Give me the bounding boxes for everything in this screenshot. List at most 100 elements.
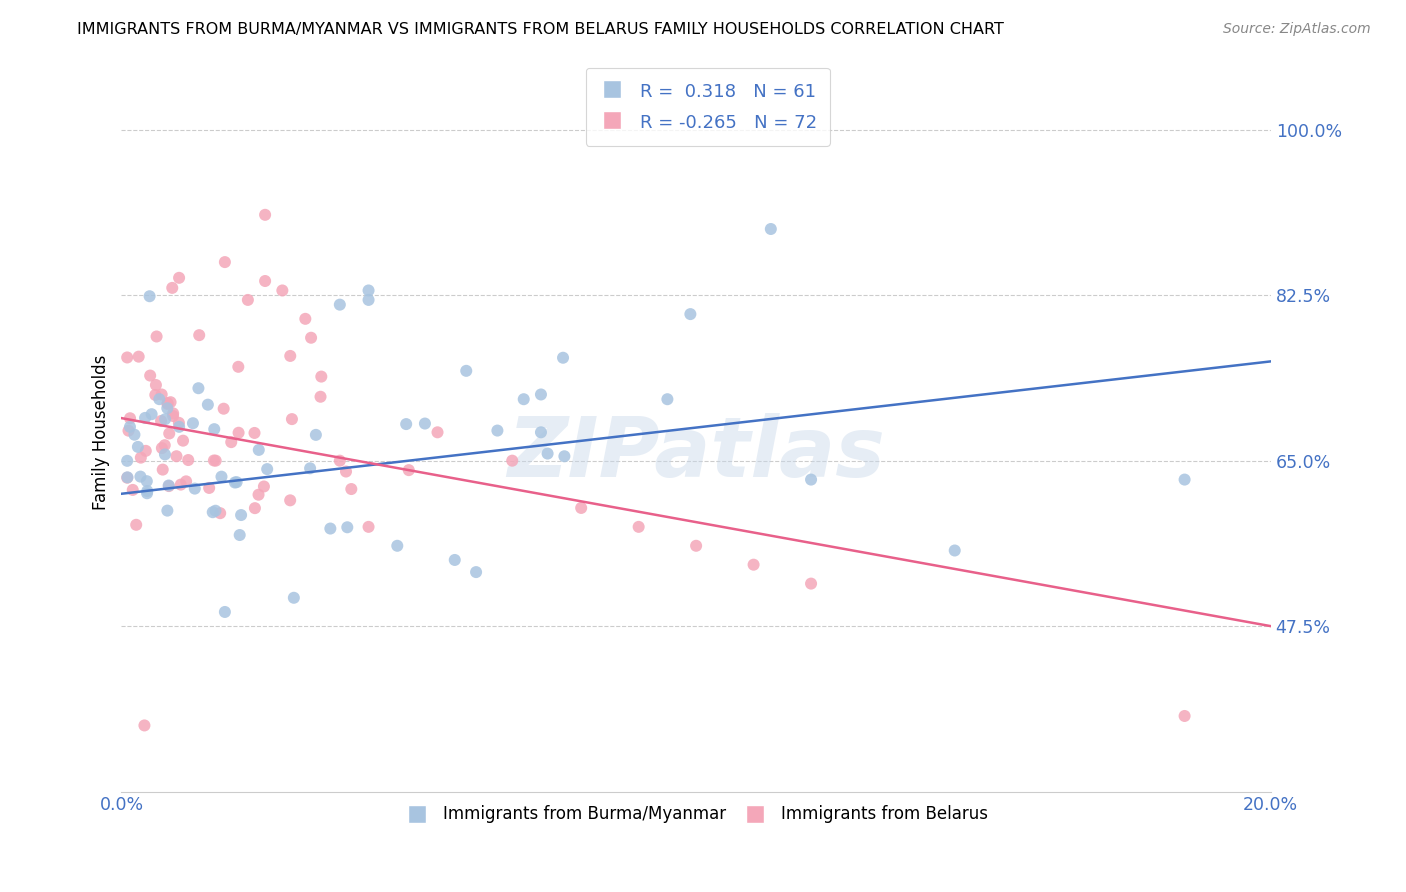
Point — [256, 462, 278, 476]
Point — [800, 473, 823, 487]
Point — [243, 425, 266, 440]
Text: IMMIGRANTS FROM BURMA/MYANMAR VS IMMIGRANTS FROM BELARUS FAMILY HOUSEHOLDS CORRE: IMMIGRANTS FROM BURMA/MYANMAR VS IMMIGRA… — [77, 22, 1004, 37]
Point — [329, 453, 352, 467]
Point — [152, 462, 174, 476]
Point — [319, 522, 342, 536]
Point — [443, 553, 465, 567]
Point — [153, 412, 176, 426]
Point — [336, 520, 359, 534]
Point — [395, 417, 418, 431]
Point — [138, 289, 160, 303]
Point — [157, 426, 180, 441]
Point — [115, 454, 138, 468]
Point — [184, 482, 207, 496]
Point — [177, 453, 200, 467]
Point — [153, 447, 176, 461]
Point — [211, 469, 233, 483]
Point — [162, 409, 184, 423]
Point — [271, 284, 294, 298]
Point — [254, 208, 277, 222]
Point — [181, 416, 204, 430]
Point — [139, 368, 162, 383]
Point — [214, 605, 236, 619]
Point — [627, 520, 650, 534]
Point — [228, 425, 250, 440]
Point — [174, 475, 197, 489]
Point — [166, 449, 188, 463]
Point — [800, 576, 823, 591]
Point — [254, 274, 277, 288]
Point — [127, 440, 149, 454]
Point — [569, 500, 592, 515]
Text: ZIPatlas: ZIPatlas — [508, 413, 884, 494]
Point — [228, 359, 250, 374]
Point — [357, 284, 380, 298]
Point — [387, 539, 409, 553]
Point — [198, 481, 221, 495]
Point — [153, 438, 176, 452]
Point — [150, 441, 173, 455]
Point — [156, 503, 179, 517]
Point — [172, 434, 194, 448]
Point — [157, 479, 180, 493]
Point — [530, 387, 553, 401]
Point — [294, 311, 316, 326]
Point — [229, 508, 252, 522]
Point — [145, 378, 167, 392]
Point — [311, 369, 333, 384]
Point — [1174, 473, 1197, 487]
Point — [299, 461, 322, 475]
Point — [129, 450, 152, 465]
Point — [219, 435, 242, 450]
Point — [121, 483, 143, 497]
Point — [329, 298, 352, 312]
Point — [335, 465, 357, 479]
Point — [247, 442, 270, 457]
Point — [187, 381, 209, 395]
Point — [115, 351, 138, 365]
Point — [159, 395, 181, 409]
Point — [228, 528, 250, 542]
Point — [150, 387, 173, 401]
Point — [357, 293, 380, 307]
Point — [134, 411, 156, 425]
Point — [357, 520, 380, 534]
Point — [204, 453, 226, 467]
Y-axis label: Family Households: Family Households — [93, 355, 110, 510]
Point — [143, 388, 166, 402]
Point — [465, 565, 488, 579]
Point — [253, 479, 276, 493]
Point — [209, 506, 232, 520]
Point — [201, 505, 224, 519]
Point — [157, 478, 180, 492]
Point — [136, 486, 159, 500]
Point — [305, 428, 328, 442]
Point — [685, 539, 707, 553]
Point — [398, 463, 420, 477]
Point — [117, 470, 139, 484]
Point — [188, 328, 211, 343]
Point — [278, 349, 301, 363]
Point — [536, 446, 558, 460]
Point — [224, 475, 246, 490]
Point — [148, 392, 170, 406]
Point — [167, 416, 190, 430]
Point — [197, 398, 219, 412]
Point — [501, 453, 523, 467]
Point — [145, 329, 167, 343]
Point — [278, 493, 301, 508]
Point — [118, 411, 141, 425]
Point — [1174, 709, 1197, 723]
Point — [243, 501, 266, 516]
Point — [236, 293, 259, 307]
Text: Source: ZipAtlas.com: Source: ZipAtlas.com — [1223, 22, 1371, 37]
Point — [225, 475, 247, 490]
Point — [202, 422, 225, 436]
Point — [426, 425, 449, 440]
Point — [512, 392, 534, 407]
Point — [134, 718, 156, 732]
Point — [202, 453, 225, 467]
Point — [456, 364, 478, 378]
Point — [167, 270, 190, 285]
Legend: Immigrants from Burma/Myanmar, Immigrants from Belarus: Immigrants from Burma/Myanmar, Immigrant… — [398, 798, 994, 830]
